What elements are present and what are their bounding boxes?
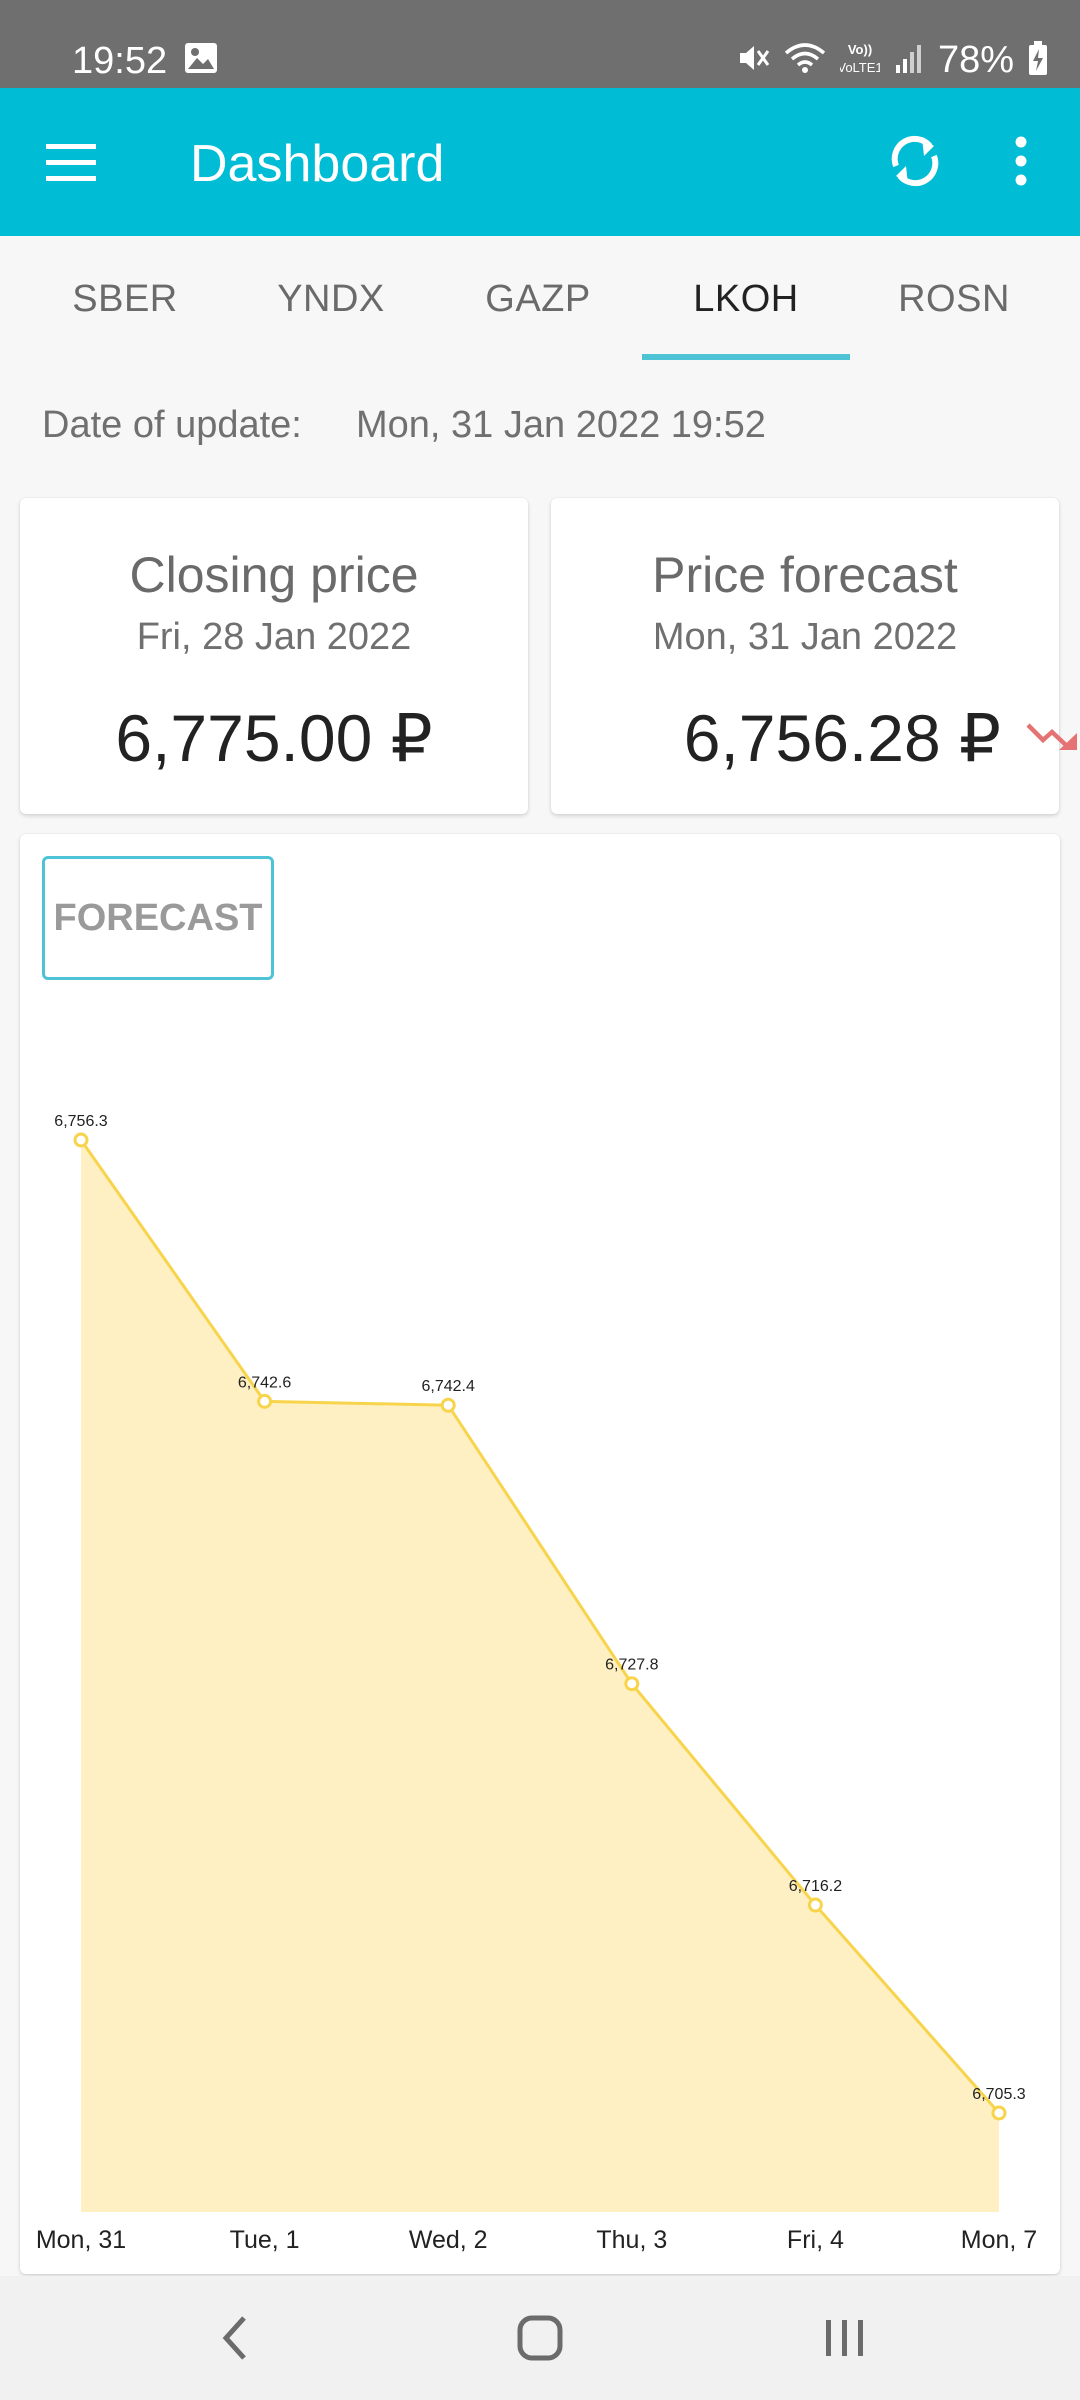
data-point [807,1897,823,1913]
closing-price-date: Fri, 28 Jan 2022 [136,616,412,658]
ticker-tabs: SBER YNDX GAZP LKOH ROSN [0,236,1080,362]
svg-text:Vo)): Vo)) [848,42,872,57]
data-point [73,1132,89,1148]
back-icon[interactable] [176,2296,296,2380]
data-label: 6,756.3 [54,1113,107,1130]
tab-yndx[interactable]: YNDX [277,277,385,320]
forecast-chart: 6,756.3 6,742.6 6,742.4 6,727.8 6,716.2 6,705… [36,1113,1037,2254]
refresh-icon[interactable] [882,128,948,194]
chart-area-fill [81,1140,999,2212]
x-tick-label: Thu, 3 [596,2226,667,2254]
price-forecast-card: Price forecast Mon, 31 Jan 2022 6,756.28… [551,498,1077,814]
x-tick-label: Fri, 4 [787,2226,844,2254]
data-label: 6,705.3 [972,2086,1025,2103]
data-label: 6,727.8 [605,1657,658,1674]
forecast-chart-card: 6,756.3 6,742.6 6,742.4 6,727.8 6,716.2 6,705… [20,834,1060,2274]
x-tick-label: Tue, 1 [230,2226,300,2254]
data-point [991,2105,1007,2121]
closing-price-value: 6,775.00 ₽ [115,701,433,775]
status-bar: 19:52 Vo)) VoLTE1 [0,0,1080,88]
signal-icon [894,41,924,80]
status-time: 19:52 [72,40,168,82]
volte-icon: Vo)) VoLTE1 [837,40,882,81]
app-bar: Dashboard [0,88,1080,236]
gallery-notification-icon [184,42,218,79]
x-tick-label: Mon, 31 [36,2226,126,2254]
update-value: Mon, 31 Jan 2022 19:52 [356,404,766,446]
closing-price-card: Closing price Fri, 28 Jan 2022 6,775.00 … [20,498,528,814]
update-label: Date of update: [42,404,302,446]
data-label: 6,742.4 [422,1378,475,1395]
data-label: 6,742.6 [238,1374,291,1391]
data-point [624,1676,640,1692]
tab-sber[interactable]: SBER [72,277,178,320]
data-point [257,1393,273,1409]
forecast-button[interactable]: FORECAST [42,856,274,980]
closing-price-title: Closing price [129,547,419,603]
x-tick-label: Wed, 2 [409,2226,488,2254]
price-forecast-value: 6,756.28 ₽ [683,701,1001,775]
more-options-icon[interactable] [996,128,1046,194]
mute-icon [736,41,770,80]
price-forecast-date: Mon, 31 Jan 2022 [652,616,958,658]
home-icon[interactable] [480,2296,600,2380]
tab-rosn[interactable]: ROSN [898,277,1010,320]
tab-lkoh[interactable]: LKOH [693,277,799,320]
wifi-icon [784,41,826,80]
battery-percent: 78% [937,39,1014,81]
update-row: Date of update: Mon, 31 Jan 2022 19:52 [42,404,766,447]
x-tick-label: Mon, 7 [961,2226,1037,2254]
page-title: Dashboard [190,135,445,193]
battery-charging-icon [1028,40,1048,81]
trending-down-icon [1025,720,1080,756]
data-point [440,1397,456,1413]
chart-line [79,1139,1001,2114]
system-nav-bar [0,2276,1080,2400]
data-label: 6,716.2 [789,1878,842,1895]
active-tab-indicator [642,354,850,360]
svg-text:VoLTE1: VoLTE1 [840,60,880,75]
price-forecast-title: Price forecast [652,547,958,603]
recent-apps-icon[interactable] [784,2296,904,2380]
tab-gazp[interactable]: GAZP [485,277,591,320]
menu-icon[interactable] [42,132,102,192]
